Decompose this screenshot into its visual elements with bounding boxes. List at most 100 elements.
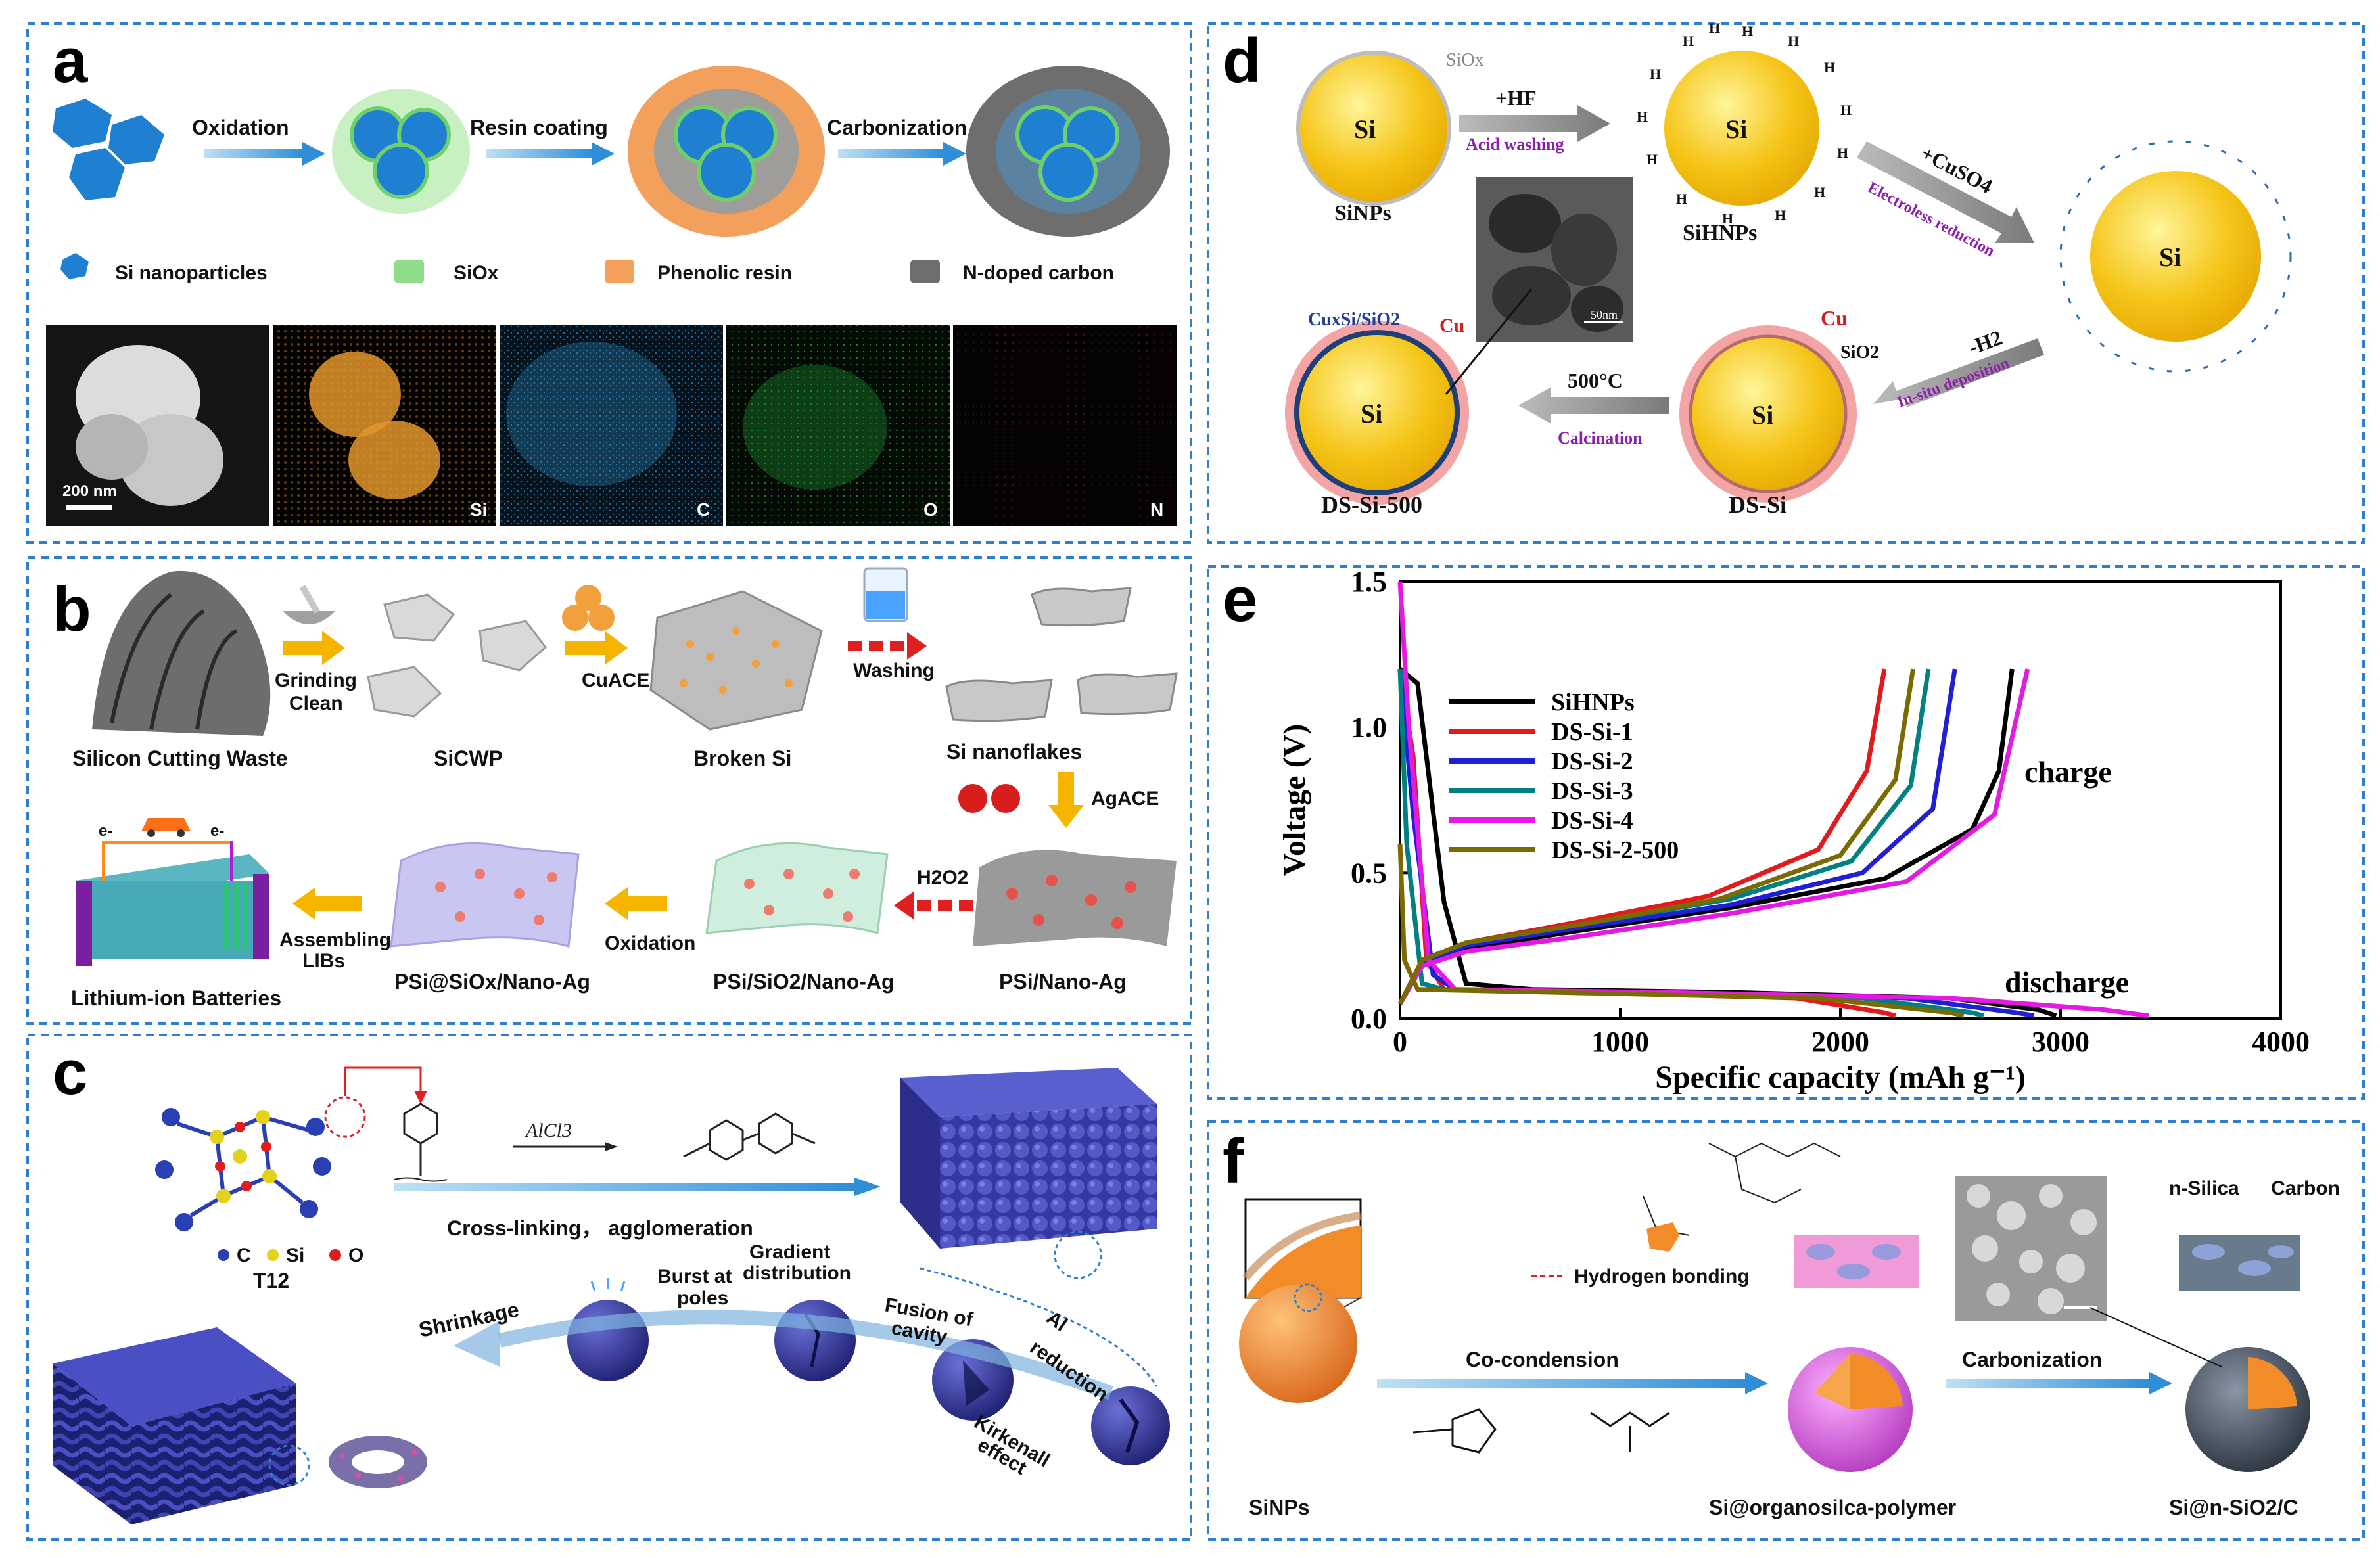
- label-cu-1: Cu: [1821, 306, 1848, 330]
- panel-b: b Silicon Cutting Waste Grinding Clean S…: [53, 567, 1178, 1010]
- electron-left: e-: [99, 822, 112, 840]
- label-organosilica: Si@organosilca-polymer: [1709, 1496, 1956, 1519]
- step-carbonization: Carbonization: [827, 116, 967, 139]
- svg-text:H: H: [1722, 210, 1733, 227]
- svg-text:H: H: [1637, 108, 1648, 125]
- legend-label-2: DS-Si-2: [1551, 748, 1633, 775]
- biphenyl-product: [683, 1112, 816, 1161]
- annotation-charge: charge: [2024, 755, 2112, 789]
- y-tick-label: 1.0: [1351, 712, 1387, 744]
- capacity-chart: 0 1000 2000 3000 4000 0.0 0.5 1.0 1.5 Specific ca…: [1277, 566, 2310, 1095]
- legend-siox: SiOx: [454, 262, 499, 284]
- node-psi-nano-ag: PSi/Nano-Ag: [999, 970, 1127, 994]
- stage-poles: poles: [677, 1287, 728, 1309]
- scale-bar: 200 nm: [62, 482, 117, 500]
- panel-letter-a: a: [53, 26, 88, 96]
- arrow-oxidation: Oxidation: [605, 932, 695, 954]
- porous-slab: [53, 1327, 310, 1524]
- broken-si-image: [649, 590, 823, 731]
- node-broken-si: Broken Si: [693, 746, 791, 770]
- reagent-alcl3: AlCl3: [525, 1120, 572, 1141]
- panel-borders: [26, 22, 2365, 1541]
- label-hbond: Hydrogen bonding: [1574, 1266, 1750, 1287]
- arrow-grinding: Grinding: [275, 670, 357, 691]
- stage-gradient: Gradient: [749, 1241, 830, 1263]
- y-tick-label: 0.0: [1351, 1003, 1387, 1035]
- arrow-agace: AgACE: [1091, 788, 1159, 810]
- stage-al: Al: [1042, 1307, 1071, 1336]
- legend-carbon: N-doped carbon: [963, 262, 1114, 284]
- panel-c: c C Si O T12 AlCl3: [53, 1038, 1170, 1524]
- svg-text:H: H: [1646, 151, 1658, 168]
- electron-right: e-: [210, 822, 224, 840]
- svg-text:H: H: [1814, 184, 1825, 200]
- svg-text:H: H: [1676, 191, 1687, 207]
- label-carbonization-f: Carbonization: [1962, 1348, 2102, 1371]
- panel-letter-f: f: [1223, 1126, 1244, 1197]
- stage-burst: Burst at: [657, 1266, 732, 1287]
- label-sinps-f: SiNPs: [1249, 1496, 1309, 1519]
- plot-frame: [1399, 580, 2282, 1020]
- label-sinps: SiNPs: [1334, 201, 1391, 225]
- ascorbic-acid: [1412, 1408, 1497, 1454]
- siloxane-network: [1643, 1142, 1841, 1236]
- node-psi-sio2-nano-ag: PSi/SiO2/Nano-Ag: [713, 970, 895, 994]
- label-si-5: Si: [1361, 399, 1382, 428]
- map-o: O: [923, 499, 938, 520]
- psi-siox-nano-ag: [390, 842, 580, 948]
- si-cluster-carbon: [966, 66, 1170, 237]
- svg-text:H: H: [1683, 33, 1694, 49]
- x-tick-label: 1000: [1591, 1026, 1649, 1058]
- label-si-4: Si: [1752, 400, 1773, 430]
- label-500c: 500°C: [1568, 369, 1623, 392]
- step-resin-coating: Resin coating: [470, 116, 608, 139]
- series-charge-5: [1397, 668, 1916, 1005]
- label-acid-washing: Acid washing: [1466, 135, 1564, 154]
- tem-inset: 50nm: [1476, 177, 1633, 342]
- x-tick-label: 3000: [2032, 1026, 2089, 1058]
- sicwp-flakes: [367, 593, 548, 718]
- step-oxidation: Oxidation: [192, 116, 289, 139]
- panel-a-arrows: [204, 142, 966, 166]
- map-c: C: [697, 499, 710, 520]
- label-si-1: Si: [1354, 114, 1376, 144]
- map-si: Si: [470, 499, 487, 520]
- label-cocondension: Co-condension: [1466, 1348, 1619, 1371]
- si-cluster-bare: [53, 99, 164, 200]
- label-sihnps: SiHNPs: [1683, 221, 1757, 245]
- series-discharge-2: [1397, 668, 2035, 1019]
- panel-f: f SiNPs Co-condension Si@organosilca-pol…: [1223, 1126, 2340, 1519]
- svg-text:H: H: [1840, 102, 1852, 118]
- y-axis-label: Voltage (V): [1277, 724, 1312, 877]
- y-tick-label: 0.5: [1351, 857, 1387, 889]
- legend-label-1: DS-Si-1: [1551, 718, 1633, 746]
- arrow-h2o2: H2O2: [917, 867, 968, 888]
- arrow-assembling: Assembling: [279, 929, 391, 951]
- label-cu-2: Cu: [1439, 315, 1464, 336]
- panel-letter-d: d: [1223, 26, 1261, 96]
- molecule-t12: T12: [253, 1269, 289, 1293]
- panel-letter-c: c: [53, 1038, 87, 1108]
- atom-o: O: [348, 1245, 363, 1266]
- label-insitu: In-situ deposition: [1895, 355, 2011, 411]
- h2o2-arrow: [894, 892, 973, 919]
- x-axis-label: Specific capacity (mAh g⁻¹): [1655, 1060, 2026, 1095]
- node-si-nanoflakes: Si nanoflakes: [946, 740, 1082, 764]
- label-siox: SiOx: [1446, 50, 1484, 70]
- x-tick-label: 0: [1393, 1026, 1407, 1058]
- node-silicon-waste: Silicon Cutting Waste: [72, 746, 288, 770]
- svg-text:H: H: [1775, 207, 1786, 223]
- x-tick-label: 4000: [2252, 1026, 2310, 1058]
- benzene-monomer: [403, 1103, 438, 1176]
- label-si-3: Si: [2159, 242, 2181, 272]
- label-sio2: SiO2: [1840, 342, 1879, 363]
- svg-text:H: H: [1788, 33, 1799, 49]
- legend-label-5: DS-Si-2-500: [1551, 836, 1679, 864]
- si-cluster-resin: [628, 66, 825, 237]
- label-si-2: Si: [1725, 114, 1747, 144]
- node-libs: Lithium-ion Batteries: [71, 986, 281, 1010]
- mortar-icon: [283, 585, 335, 624]
- label-carbon-f: Carbon: [2271, 1178, 2340, 1199]
